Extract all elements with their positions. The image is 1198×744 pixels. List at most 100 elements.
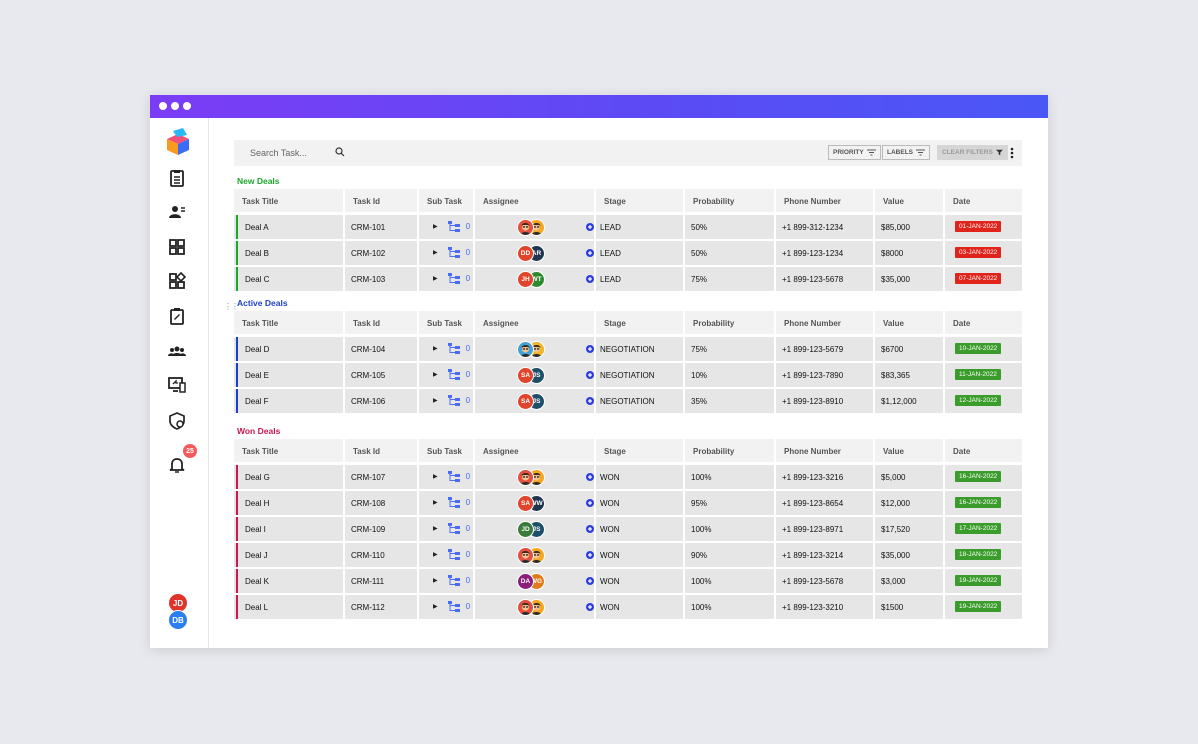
add-assignee-icon[interactable] [586,499,594,507]
due-date-badge[interactable]: 12-JAN-2022 [955,395,1002,406]
sub-task-toggle[interactable]: ▶ 0 [425,601,473,612]
assignee-avatar[interactable]: SA [517,367,534,384]
table-row[interactable]: Deal G CRM-107 ▶ 0 WON 100% +1 899-123-3216 $5,… [234,465,1022,489]
assignee-avatar[interactable] [517,219,534,236]
expand-caret-icon[interactable]: ▶ [433,398,438,404]
widgets-icon[interactable] [166,270,188,292]
column-header-assignee[interactable]: Assignee [475,189,594,212]
add-assignee-icon[interactable] [586,223,594,231]
column-header-phone-number[interactable]: Phone Number [776,311,873,334]
task-title-cell[interactable]: Deal C [234,267,343,291]
assignee-avatar[interactable]: DA [517,573,534,590]
assignee-avatars[interactable]: SA JS [517,393,551,410]
column-header-value[interactable]: Value [875,439,943,462]
table-row[interactable]: Deal K CRM-111 ▶ 0 DA WG WON 100% +1 899-123-567… [234,569,1022,593]
task-title-cell[interactable]: Deal A [234,215,343,239]
assignee-avatars[interactable]: DD AR [517,245,551,262]
assignee-avatars[interactable]: SA JS [517,367,551,384]
table-row[interactable]: Deal I CRM-109 ▶ 0 JD JS WON 100% +1 899-123-897… [234,517,1022,541]
column-header-phone-number[interactable]: Phone Number [776,439,873,462]
user-avatar-db[interactable]: DB [168,610,188,630]
window-dot-3[interactable] [183,102,191,110]
table-row[interactable]: Deal B CRM-102 ▶ 0 DD AR LEAD 50% +1 899-123-123… [234,241,1022,265]
table-row[interactable]: Deal H CRM-108 ▶ 0 SA WW WON 95% +1 899-123-8654… [234,491,1022,515]
assignee-avatars[interactable]: SA WW [517,495,551,512]
contacts-icon[interactable] [166,201,188,223]
assignee-avatar[interactable]: SA [517,495,534,512]
due-date-badge[interactable]: 11-JAN-2022 [955,369,1001,380]
column-header-task-title[interactable]: Task Title [234,439,343,462]
assignee-avatars[interactable] [517,341,551,358]
assignee-avatar[interactable] [517,469,534,486]
due-date-badge[interactable]: 10-JAN-2022 [955,343,1002,354]
assignee-avatar[interactable] [517,341,534,358]
table-row[interactable]: Deal L CRM-112 ▶ 0 WON 100% +1 899-123-3210 $15… [234,595,1022,619]
column-header-phone-number[interactable]: Phone Number [776,189,873,212]
assignee-avatar[interactable]: SA [517,393,534,410]
column-header-probability[interactable]: Probability [685,311,774,334]
add-assignee-icon[interactable] [586,249,594,257]
assignee-avatar[interactable]: JD [517,521,534,538]
expand-caret-icon[interactable]: ▶ [433,500,438,506]
expand-caret-icon[interactable]: ▶ [433,552,438,558]
expand-caret-icon[interactable]: ▶ [433,526,438,532]
column-header-sub-task[interactable]: Sub Task [419,439,473,462]
due-date-badge[interactable]: 01-JAN-2022 [955,221,1002,232]
task-title-cell[interactable]: Deal J [234,543,343,567]
column-header-date[interactable]: Date [945,311,1022,334]
due-date-badge[interactable]: 17-JAN-2022 [955,523,1002,534]
column-header-sub-task[interactable]: Sub Task [419,311,473,334]
expand-caret-icon[interactable]: ▶ [433,250,438,256]
labels-filter-button[interactable]: LABELS [882,145,930,160]
assignee-avatars[interactable] [517,547,551,564]
column-header-task-id[interactable]: Task Id [345,439,417,462]
priority-filter-button[interactable]: PRIORITY [828,145,881,160]
table-row[interactable]: Deal J CRM-110 ▶ 0 WON 90% +1 899-123-3214 $35,… [234,543,1022,567]
table-row[interactable]: Deal C CRM-103 ▶ 0 JH WT LEAD 75% +1 899-123-567… [234,267,1022,291]
task-title-cell[interactable]: Deal K [234,569,343,593]
assignee-avatars[interactable] [517,469,551,486]
app-logo-icon[interactable] [165,128,191,156]
window-dot-2[interactable] [171,102,179,110]
expand-caret-icon[interactable]: ▶ [433,276,438,282]
task-title-cell[interactable]: Deal L [234,595,343,619]
column-header-stage[interactable]: Stage [596,189,683,212]
sub-task-toggle[interactable]: ▶ 0 [425,523,473,534]
assignee-avatars[interactable] [517,219,551,236]
column-header-stage[interactable]: Stage [596,311,683,334]
expand-caret-icon[interactable]: ▶ [433,346,438,352]
column-header-task-title[interactable]: Task Title [234,311,343,334]
tasks-clipboard-icon[interactable] [166,167,188,189]
column-header-assignee[interactable]: Assignee [475,311,594,334]
add-assignee-icon[interactable] [586,275,594,283]
sub-task-toggle[interactable]: ▶ 0 [425,575,473,586]
dashboard-icon[interactable] [166,236,188,258]
column-header-assignee[interactable]: Assignee [475,439,594,462]
clear-filters-button[interactable]: CLEAR FILTERS [937,145,1008,160]
sub-task-toggle[interactable]: ▶ 0 [425,471,473,482]
search-icon[interactable] [335,147,345,157]
search-input[interactable]: Search Task... [250,148,307,158]
sub-task-toggle[interactable]: ▶ 0 [425,395,473,406]
add-assignee-icon[interactable] [586,577,594,585]
assignee-avatar[interactable] [517,599,534,616]
sub-task-toggle[interactable]: ▶ 0 [425,247,473,258]
assignee-avatars[interactable]: JH WT [517,271,551,288]
column-header-date[interactable]: Date [945,439,1022,462]
assignee-avatar[interactable]: DD [517,245,534,262]
more-options-icon[interactable] [1010,147,1014,159]
bell-icon[interactable] [166,454,188,476]
column-header-stage[interactable]: Stage [596,439,683,462]
table-row[interactable]: Deal A CRM-101 ▶ 0 LEAD 50% +1 899-312-1234 $85… [234,215,1022,239]
add-assignee-icon[interactable] [586,473,594,481]
task-title-cell[interactable]: Deal G [234,465,343,489]
due-date-badge[interactable]: 03-JAN-2022 [955,247,1002,258]
add-assignee-icon[interactable] [586,345,594,353]
due-date-badge[interactable]: 16-JAN-2022 [955,497,1002,508]
column-header-value[interactable]: Value [875,189,943,212]
table-row[interactable]: Deal F CRM-106 ▶ 0 SA JS NEGOTIATION 35% +1 899-… [234,389,1022,413]
team-icon[interactable] [166,340,188,362]
task-title-cell[interactable]: Deal D [234,337,343,361]
due-date-badge[interactable]: 18-JAN-2022 [955,549,1002,560]
assignment-icon[interactable] [166,305,188,327]
